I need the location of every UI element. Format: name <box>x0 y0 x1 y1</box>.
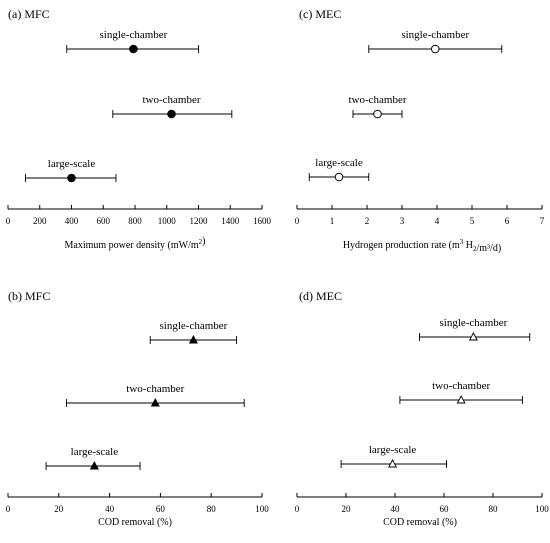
data-point <box>188 335 198 344</box>
category-label: single-chamber <box>100 29 168 41</box>
x-tick-label: 60 <box>440 504 450 514</box>
category-label: two-chamber <box>432 380 490 392</box>
x-tick-label: 1 <box>330 216 335 226</box>
x-tick-label: 60 <box>156 504 166 514</box>
category-label: two-chamber <box>348 94 406 106</box>
series-large-scale: large-scale <box>340 444 447 468</box>
data-point <box>67 173 76 183</box>
category-label: two-chamber <box>126 383 184 395</box>
series-large-scale: large-scale <box>308 157 370 182</box>
x-tick-label: 4 <box>435 216 440 226</box>
x-tick-label: 2 <box>365 216 370 226</box>
series-single-chamber: single-chamber <box>419 317 531 341</box>
panel-label: (d) MEC <box>299 289 342 303</box>
x-tick-label: 100 <box>535 504 549 514</box>
x-axis-title: COD removal (%) <box>98 517 172 528</box>
series-single-chamber: single-chamber <box>149 320 238 344</box>
x-tick-label: 400 <box>65 216 79 226</box>
data-point <box>334 172 344 182</box>
x-tick-label: 0 <box>295 216 300 226</box>
chart-panel-3: (b) MFC 0 20 40 60 80 100 COD removal (%) single… <box>6 289 270 528</box>
x-tick-label: 0 <box>295 504 300 514</box>
x-tick-label: 5 <box>470 216 475 226</box>
data-point <box>150 398 160 407</box>
category-label: large-scale <box>48 158 96 170</box>
panel-label: (c) MEC <box>299 7 341 21</box>
x-tick-label: 1200 <box>190 216 209 226</box>
x-tick-label: 3 <box>400 216 405 226</box>
series-single-chamber: single-chamber <box>66 29 199 54</box>
category-label: large-scale <box>369 444 417 456</box>
series-large-scale: large-scale <box>45 446 141 470</box>
x-tick-label: 0 <box>6 216 11 226</box>
category-label: single-chamber <box>439 317 507 329</box>
x-tick-label: 1400 <box>221 216 240 226</box>
chart-panel-4: (d) MEC 0 20 40 60 80 100 COD removal (%) single… <box>295 289 550 528</box>
data-point <box>167 109 176 119</box>
panel-label: (a) MFC <box>8 7 50 21</box>
data-point <box>388 459 398 468</box>
series-two-chamber: two-chamber <box>112 94 233 119</box>
series-two-chamber: two-chamber <box>65 383 245 407</box>
x-tick-label: 800 <box>128 216 142 226</box>
x-tick-label: 0 <box>6 504 11 514</box>
chart-panel-2: (c) MEC 0 1 2 3 4 5 6 7 Hydrogen production rate … <box>295 7 545 254</box>
x-tick-label: 6 <box>505 216 510 226</box>
data-point <box>468 332 478 341</box>
x-tick-label: 100 <box>255 504 269 514</box>
series-large-scale: large-scale <box>25 158 117 183</box>
x-axis-title: Maximum power density (mW/m2) <box>65 236 206 251</box>
category-label: single-chamber <box>401 29 469 41</box>
category-label: large-scale <box>315 157 363 169</box>
category-label: two-chamber <box>142 94 200 106</box>
x-axis-title: COD removal (%) <box>383 517 457 528</box>
data-point <box>129 44 138 54</box>
x-tick-label: 1000 <box>158 216 177 226</box>
chart-panel-1: (a) MFC 0 200 400 600 800 1000 1200 1400 1600 Maxi… <box>6 7 272 251</box>
series-single-chamber: single-chamber <box>368 29 503 54</box>
category-label: single-chamber <box>160 320 228 332</box>
series-two-chamber: two-chamber <box>399 380 523 404</box>
data-point <box>373 109 382 119</box>
x-axis-title: Hydrogen production rate (m3 H2/m³/d) <box>343 238 501 254</box>
x-tick-label: 80 <box>489 504 499 514</box>
x-tick-label: 80 <box>207 504 217 514</box>
data-point <box>89 461 99 470</box>
data-point <box>430 44 440 54</box>
data-point <box>456 395 466 404</box>
x-tick-label: 1600 <box>253 216 272 226</box>
x-tick-label: 7 <box>540 216 545 226</box>
x-tick-label: 40 <box>105 504 115 514</box>
x-tick-label: 40 <box>391 504 401 514</box>
x-tick-label: 20 <box>54 504 64 514</box>
series-two-chamber: two-chamber <box>348 94 407 119</box>
category-label: large-scale <box>71 446 119 458</box>
x-tick-label: 200 <box>33 216 47 226</box>
panel-label: (b) MFC <box>8 289 50 303</box>
x-tick-label: 20 <box>342 504 352 514</box>
x-tick-label: 600 <box>97 216 111 226</box>
